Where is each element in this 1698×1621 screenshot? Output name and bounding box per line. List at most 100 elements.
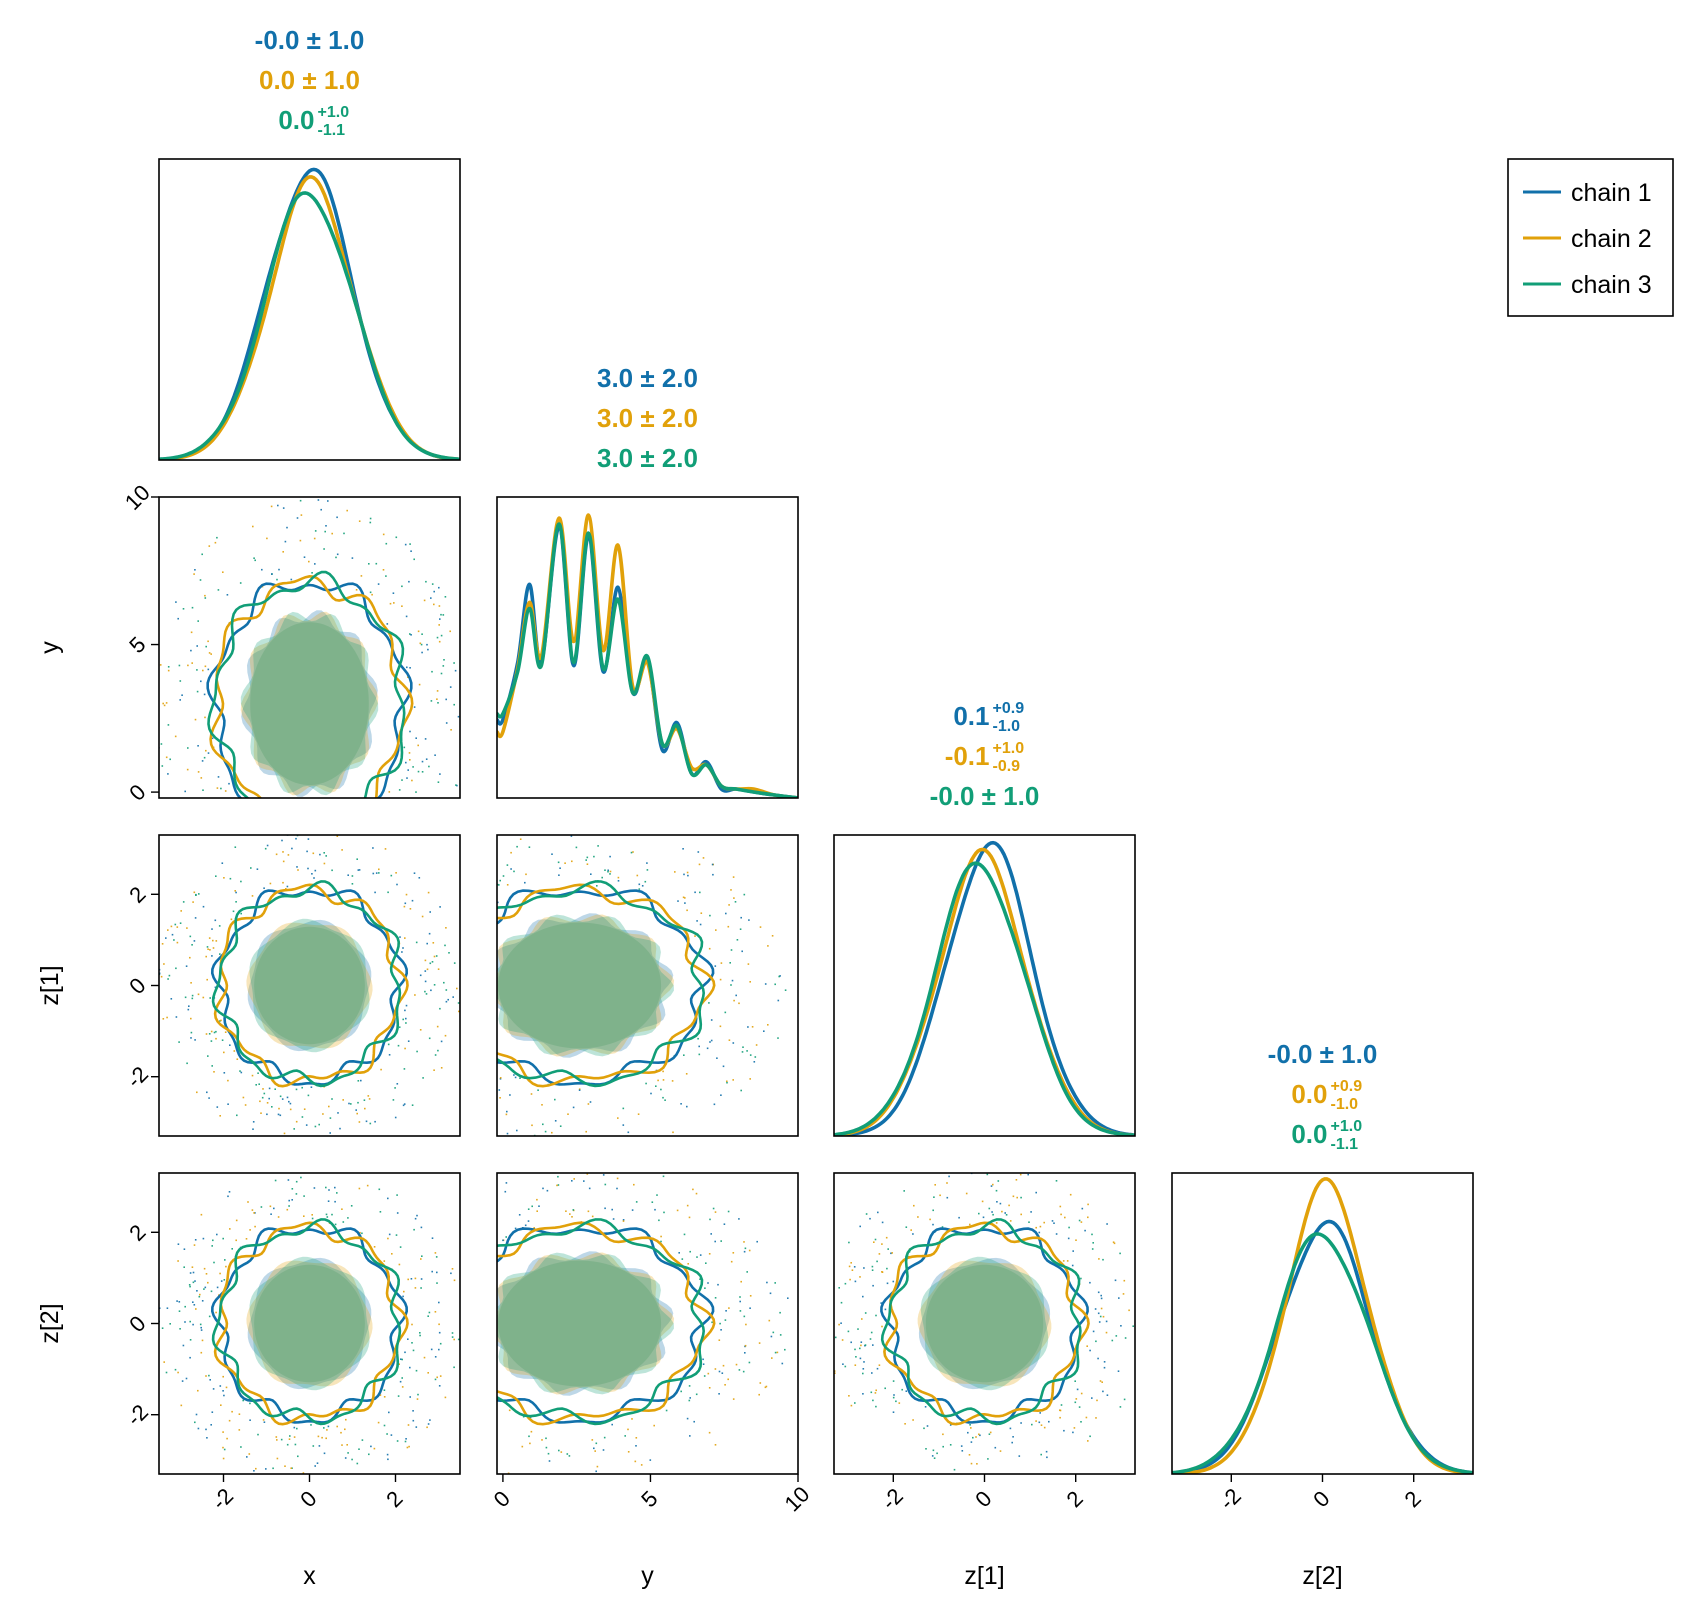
summary-z1-chain2: -0.1 [945,741,990,771]
pair-panel-y-z2 [496,1172,799,1475]
density-curve-x-chain3 [159,191,460,460]
pair-panel-x-y [158,496,461,799]
contour-line-chain2 [883,1221,1090,1426]
contour-line-chain3 [211,880,402,1088]
summary-plus: +1.0 [1331,1118,1363,1135]
summary-z2-chain3: 0.0 [1291,1119,1327,1149]
x-tick-label: -2 [876,1483,908,1515]
scatter-points [834,1173,1135,1471]
marginal-panel-y: 3.0 ± 2.0 3.0 ± 2.0 3.0 ± 2.0 [496,363,799,799]
scatter-points [159,1176,460,1474]
marginal-panel-z2: -0.0 ± 1.00.0 +0.9-1.00.0 +1.0-1.1 [1171,1039,1474,1475]
density-curve-z1-chain2 [834,847,1135,1136]
summary-x-chain1: -0.0 ± 1.0 [255,25,365,55]
y-tick-label: 2 [124,881,150,907]
panel-frame [833,834,1136,1137]
x-axis-label-x: x [303,1562,316,1590]
pair-panel-x-z2 [158,1172,461,1475]
y-axis-label-z2: z[2] [36,1303,64,1343]
x-tick-label: 0 [295,1486,321,1512]
marginal-panel-z1: 0.1 +0.9-1.0-0.1 +1.0-0.9 -0.0 ± 1.0 [833,700,1136,1137]
contour-line-chain3 [211,1218,402,1426]
x-axis-label-z2: z[2] [1302,1562,1342,1590]
contour-line-chain2 [213,1221,409,1426]
summary-minus: -1.0 [993,718,1021,735]
panels-layer: -0.0 ± 1.00.0 ± 1.00.0 +1.0-1.13.0 ± 2.03… [36,25,1474,1590]
y-tick-label: 0 [124,973,150,999]
summary-z2-chain2: 0.0 [1291,1079,1327,1109]
summary-y-chain1: 3.0 ± 2.0 [597,363,698,393]
x-tick-label: 2 [1399,1486,1425,1512]
contour-line-chain3 [207,570,406,798]
summary-minus: -1.1 [318,122,346,139]
y-axis-label-z1: z[1] [36,965,64,1005]
panel-frame [496,834,799,1137]
contour-line-chain1 [210,889,409,1086]
y-tick-label: 0 [124,779,150,805]
contour-line-chain1 [497,889,715,1086]
summary-x-chain3: 0.0 [278,105,314,135]
summary-minus: -0.9 [993,758,1021,775]
contour-core [254,1264,365,1383]
marginal-curves-z2 [1172,1177,1473,1474]
y-tick-label: 5 [124,632,150,658]
scatter-points [159,835,460,1135]
contour-line-chain2 [497,1221,716,1426]
summary-y-chain2: 3.0 ± 2.0 [597,403,698,433]
contour-line-chain2 [497,883,716,1088]
density-curve-z2-chain3 [1172,1232,1473,1474]
contour-line-chain3 [497,1218,706,1426]
marginal-curves-x [159,167,460,460]
panel-frame [158,496,461,799]
y-axis-label-y: y [36,641,64,654]
y-tick-label: -2 [122,1061,154,1093]
summary-plus: +0.9 [993,700,1025,717]
summary-y-chain3: 3.0 ± 2.0 [597,443,698,473]
y-tick-label: 0 [124,1311,150,1337]
scatter-points [502,1173,789,1474]
panel-frame [496,1172,799,1475]
summary-minus: -1.0 [1331,1096,1359,1113]
x-axis-y: 0 5 10 y [489,1474,814,1590]
x-tick-label: -2 [207,1483,239,1515]
y-tick-label: -2 [122,1399,154,1431]
contour-core [498,922,662,1049]
contour-core [498,1260,662,1387]
x-tick-label: 0 [489,1486,515,1512]
summary-plus: +1.0 [318,104,350,121]
summary-z1-chain3: -0.0 ± 1.0 [930,781,1040,811]
density-curve-z1-chain1 [834,840,1135,1136]
marginal-panel-x: -0.0 ± 1.0 0.0 ± 1.0 0.0 +1.0-1.1 [158,25,461,461]
y-axis-z1: -2 0 2 z[1] [36,881,159,1093]
x-tick-label: 10 [779,1481,814,1516]
scatter-points [497,835,787,1136]
contour-line-chain3 [497,880,706,1088]
x-axis-z2: -2 0 2 z[2] [1214,1474,1426,1590]
contour-core [250,622,369,785]
legend-label-chain1: chain 1 [1571,179,1652,207]
contour-line-chain1 [880,1227,1089,1424]
marginal-curves-y [497,513,798,798]
panel-frame [158,158,461,461]
panel-frame [496,496,799,799]
pair-panel-z1-z2 [833,1172,1136,1475]
summary-z1-chain1: 0.1 [953,701,989,731]
pair-panel-y-z1 [496,834,799,1137]
x-axis-label-z1: z[1] [964,1562,1004,1590]
x-axis-z1: -2 0 2 z[1] [876,1474,1088,1590]
legend-label-chain3: chain 3 [1571,271,1652,299]
y-axis-z2: -2 0 2 z[2] [36,1219,159,1431]
y-tick-label: 10 [120,480,155,515]
legend-label-chain2: chain 2 [1571,225,1652,253]
x-tick-label: 0 [1308,1486,1334,1512]
contour-line-chain1 [497,1227,715,1424]
contour-line-chain2 [209,574,414,798]
density-curve-x-chain2 [159,175,460,460]
legend: chain 1 chain 2 chain 3 [1507,158,1674,317]
density-curve-x-chain1 [159,167,460,460]
x-axis-x: -2 0 2 x [207,1474,408,1590]
contour-line-chain1 [206,582,413,798]
y-axis-y: 0 5 10 y [36,480,159,806]
